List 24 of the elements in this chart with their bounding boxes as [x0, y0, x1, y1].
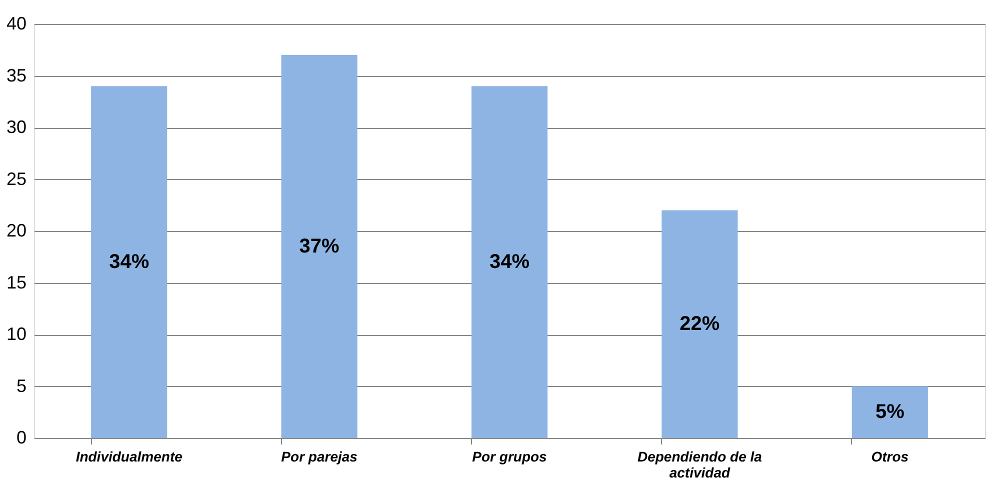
data-label: 34% — [489, 251, 530, 274]
y-tick-label: 15 — [6, 272, 26, 292]
y-tick-label: 5 — [16, 376, 26, 396]
bar — [471, 86, 548, 438]
bar — [281, 55, 358, 438]
y-tick-label: 10 — [6, 324, 26, 344]
x-tick-label: Individualmente — [76, 448, 183, 464]
data-label: 22% — [680, 313, 720, 336]
y-tick-label: 25 — [6, 168, 26, 189]
data-label: 37% — [299, 236, 340, 258]
data-label: 34% — [109, 251, 150, 274]
data-label: 5% — [875, 401, 905, 424]
x-tick-label: Dependiendo de la actividad — [637, 448, 762, 480]
bar — [662, 210, 738, 438]
bar — [91, 86, 168, 438]
bar — [852, 386, 928, 438]
x-tick-label: Por grupos — [472, 448, 548, 464]
y-tick-label: 20 — [6, 220, 26, 240]
y-tick-label: 0 — [16, 428, 26, 448]
y-tick-label: 40 — [6, 14, 26, 34]
x-tick-label: Otros — [871, 448, 909, 464]
x-tick-label: Por parejas — [281, 448, 358, 464]
y-tick-label: 35 — [6, 65, 26, 86]
y-tick-label: 30 — [6, 117, 26, 137]
